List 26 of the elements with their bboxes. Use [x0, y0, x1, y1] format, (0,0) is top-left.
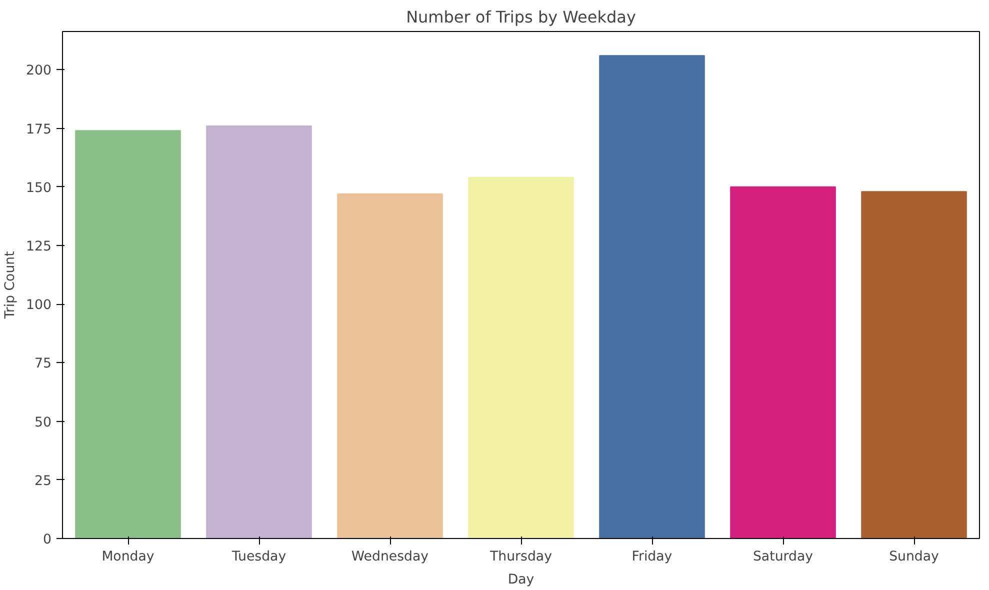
bar: [206, 125, 312, 538]
chart-title: Number of Trips by Weekday: [406, 8, 636, 26]
x-tick-label: Sunday: [889, 550, 940, 564]
y-tick-label: 25: [34, 474, 52, 489]
y-tick-label: 75: [34, 356, 52, 372]
bar: [468, 177, 574, 538]
y-axis-title: Trip Count: [3, 251, 18, 320]
x-tick-label: Tuesday: [230, 550, 286, 564]
bar: [75, 130, 181, 538]
bar: [599, 55, 705, 538]
bar: [337, 193, 443, 538]
y-tick-label: 125: [26, 240, 52, 255]
y-tick-label: 50: [34, 415, 52, 430]
x-tick-label: Monday: [102, 550, 154, 564]
y-tick-label: 175: [26, 122, 52, 138]
y-tick-label: 0: [43, 532, 52, 548]
bar: [861, 191, 967, 538]
y-tick-label: 100: [26, 298, 52, 314]
x-tick-label: Thursday: [489, 550, 552, 564]
x-tick-label: Wednesday: [351, 550, 429, 564]
y-tick-label: 150: [26, 180, 52, 196]
x-tick-label: Saturday: [752, 550, 814, 564]
y-tick-label: 200: [26, 64, 52, 79]
x-tick-label: Friday: [632, 550, 672, 564]
x-axis-title: Day: [508, 572, 534, 588]
bar: [730, 186, 836, 538]
